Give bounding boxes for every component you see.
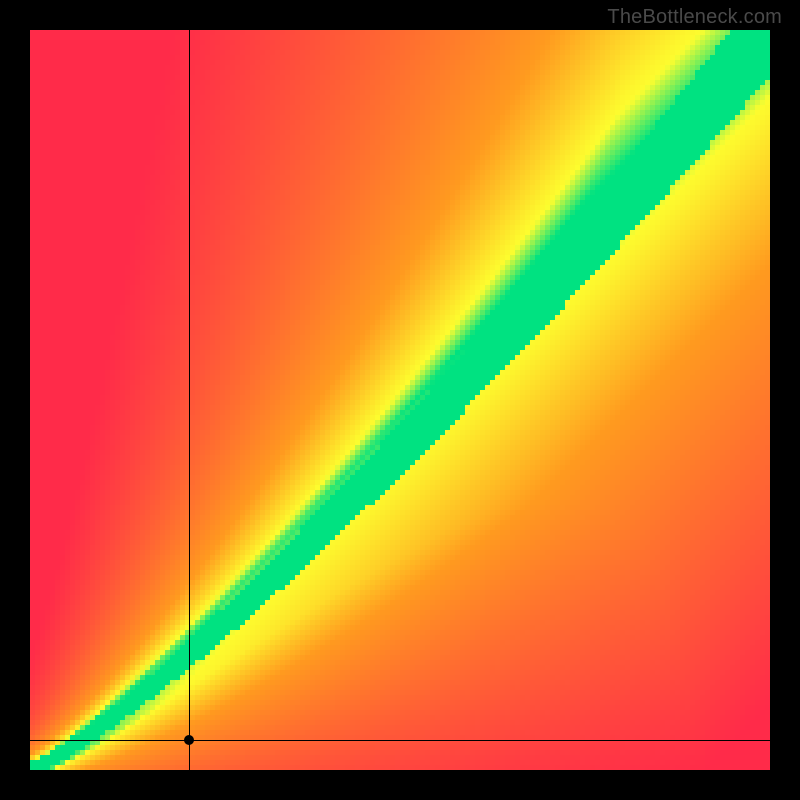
bottleneck-heatmap <box>30 30 770 770</box>
watermark-text: TheBottleneck.com <box>607 6 782 29</box>
chart-container: TheBottleneck.com <box>0 0 800 800</box>
marker-dot <box>184 735 194 745</box>
crosshair-horizontal <box>30 740 770 741</box>
plot-frame <box>30 30 770 770</box>
crosshair-vertical <box>189 30 190 770</box>
